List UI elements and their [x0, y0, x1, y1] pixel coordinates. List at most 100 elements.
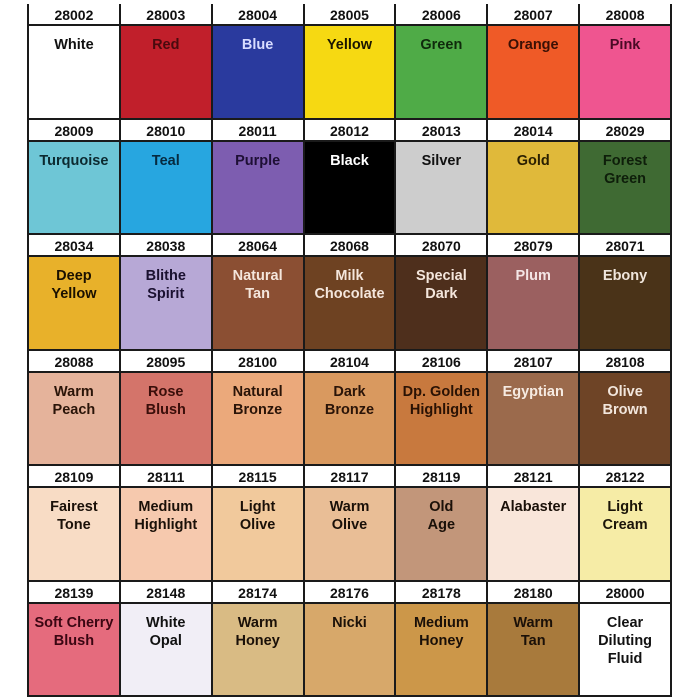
product-code: 28012: [304, 119, 395, 142]
color-swatch-cell: 28012 Black: [304, 119, 395, 233]
color-swatch-cell: 28088 Warm Peach: [29, 350, 119, 464]
color-swatch-cell: 28174 Warm Honey: [212, 581, 303, 695]
color-swatch-cell: 28029 Forest Green: [580, 119, 670, 233]
color-swatch: Forest Green: [580, 141, 670, 233]
color-swatch: Black: [304, 141, 395, 233]
color-swatch: Fairest Tone: [29, 488, 119, 580]
product-code: 28005: [304, 4, 395, 26]
product-code: 28095: [120, 350, 211, 373]
product-code: 28122: [580, 466, 670, 488]
color-swatch-cell: 28013 Silver: [396, 119, 487, 233]
product-code: 28108: [580, 350, 670, 373]
color-swatch-cell: 28007 Orange: [488, 4, 579, 118]
color-swatch-cell: 28014 Gold: [488, 119, 579, 233]
product-code: 28117: [304, 466, 395, 488]
product-code: 28107: [488, 350, 579, 373]
product-code: 28011: [212, 119, 303, 142]
color-swatch: Yellow: [304, 26, 395, 118]
product-code: 28088: [29, 350, 119, 373]
product-code: 28006: [396, 4, 487, 26]
product-code: 28029: [580, 119, 670, 142]
color-swatch: Warm Olive: [304, 488, 395, 580]
color-swatch: Purple: [212, 141, 303, 233]
color-swatch-cell: 28008 Pink: [580, 4, 670, 118]
color-swatch-cell: 28106 Dp. Golden Highlight: [396, 350, 487, 464]
color-swatch-cell: 28121 Alabaster: [488, 466, 579, 580]
color-swatch: Medium Highlight: [120, 488, 211, 580]
color-swatch-cell: 28104 Dark Bronze: [304, 350, 395, 464]
color-swatch-cell: 28002 White: [29, 4, 119, 118]
color-swatch: Ebony: [580, 257, 670, 349]
color-swatch-cell: 28139 Soft Cherry Blush: [29, 581, 119, 695]
product-code: 28003: [120, 4, 211, 26]
color-swatch: Green: [396, 26, 487, 118]
color-swatch-cell: 28111 Medium Highlight: [120, 466, 211, 580]
color-swatch: Gold: [488, 141, 579, 233]
color-swatch-cell: 28006 Green: [396, 4, 487, 118]
color-swatch-cell: 28180 Warm Tan: [488, 581, 579, 695]
color-swatch: Alabaster: [488, 488, 579, 580]
color-swatch: Milk Chocolate: [304, 257, 395, 349]
color-swatch: Orange: [488, 26, 579, 118]
product-code: 28002: [29, 4, 119, 26]
product-code: 28010: [120, 119, 211, 142]
color-swatch: Natural Bronze: [212, 372, 303, 464]
color-swatch-cell: 28000 Clear Diluting Fluid: [580, 581, 670, 695]
color-swatch: Egyptian: [488, 372, 579, 464]
product-code: 28071: [580, 235, 670, 257]
color-swatch-cell: 28009 Turquoise: [29, 119, 119, 233]
color-swatch: Blue: [212, 26, 303, 118]
product-code: 28079: [488, 235, 579, 257]
product-code: 28178: [396, 581, 487, 604]
color-swatch-cell: 28071 Ebony: [580, 235, 670, 349]
color-swatch: Silver: [396, 141, 487, 233]
color-swatch: Teal: [120, 141, 211, 233]
color-swatch-cell: 28064 Natural Tan: [212, 235, 303, 349]
color-swatch-cell: 28003 Red: [120, 4, 211, 118]
product-code: 28038: [120, 235, 211, 257]
color-swatch: Pink: [580, 26, 670, 118]
product-code: 28000: [580, 581, 670, 604]
product-code: 28034: [29, 235, 119, 257]
color-swatch: Warm Peach: [29, 372, 119, 464]
product-code: 28180: [488, 581, 579, 604]
product-code: 28139: [29, 581, 119, 604]
color-swatch: Soft Cherry Blush: [29, 603, 119, 695]
color-swatch: Dp. Golden Highlight: [396, 372, 487, 464]
color-swatch-cell: 28115 Light Olive: [212, 466, 303, 580]
color-swatch: Rose Blush: [120, 372, 211, 464]
color-swatch-cell: 28068 Milk Chocolate: [304, 235, 395, 349]
color-swatch-cell: 28004 Blue: [212, 4, 303, 118]
color-swatch-cell: 28108 Olive Brown: [580, 350, 670, 464]
color-swatch-cell: 28107 Egyptian: [488, 350, 579, 464]
color-swatch-cell: 28176 Nicki: [304, 581, 395, 695]
product-code: 28070: [396, 235, 487, 257]
color-swatch: Dark Bronze: [304, 372, 395, 464]
product-code: 28064: [212, 235, 303, 257]
color-swatch: Light Cream: [580, 488, 670, 580]
color-swatch: Olive Brown: [580, 372, 670, 464]
product-code: 28014: [488, 119, 579, 142]
product-code: 28148: [120, 581, 211, 604]
color-swatch-cell: 28178 Medium Honey: [396, 581, 487, 695]
color-swatch-cell: 28070 Special Dark: [396, 235, 487, 349]
color-swatch-cell: 28079 Plum: [488, 235, 579, 349]
color-swatch: Warm Honey: [212, 603, 303, 695]
product-code: 28104: [304, 350, 395, 373]
product-code: 28109: [29, 466, 119, 488]
color-swatch-cell: 28034 Deep Yellow: [29, 235, 119, 349]
color-swatch-cell: 28038 Blithe Spirit: [120, 235, 211, 349]
color-swatch-cell: 28011 Purple: [212, 119, 303, 233]
color-swatch: Red: [120, 26, 211, 118]
product-code: 28174: [212, 581, 303, 604]
color-swatch: Old Age: [396, 488, 487, 580]
product-code: 28111: [120, 466, 211, 488]
color-swatch: Light Olive: [212, 488, 303, 580]
color-swatch: Blithe Spirit: [120, 257, 211, 349]
product-code: 28004: [212, 4, 303, 26]
product-code: 28008: [580, 4, 670, 26]
color-swatch-cell: 28109 Fairest Tone: [29, 466, 119, 580]
product-code: 28106: [396, 350, 487, 373]
product-code: 28068: [304, 235, 395, 257]
color-swatch: White Opal: [120, 603, 211, 695]
